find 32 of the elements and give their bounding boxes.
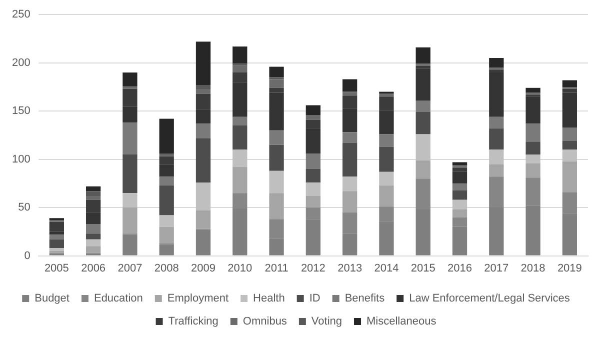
legend-label: ID (309, 292, 320, 305)
legend-label: Benefits (344, 292, 386, 305)
x-tick-label: 2012 (300, 262, 326, 274)
y-tick-label: 50 (18, 202, 30, 214)
x-tick-label: 2006 (81, 262, 106, 274)
x-tick-label: 2009 (191, 262, 216, 274)
x-tick-label: 2016 (448, 262, 472, 274)
x-tick-label: 2008 (154, 262, 179, 274)
legend-label: Trafficking (168, 316, 218, 328)
legend-label: Omnibus (242, 316, 288, 328)
x-tick-label: 2014 (374, 262, 399, 274)
y-tick-label: 100 (12, 153, 30, 166)
y-tick-label: 200 (12, 56, 30, 69)
y-tick-label: 250 (12, 8, 30, 21)
x-tick-label: 2010 (228, 262, 252, 274)
y-tick-label: 150 (12, 105, 30, 118)
legend-label: Health (253, 292, 285, 305)
legend-label: Budget (34, 292, 70, 305)
x-tick-label: 2011 (264, 262, 288, 274)
x-tick-label: 2007 (118, 262, 142, 274)
legend-label: Miscellaneous (366, 316, 437, 328)
x-tick-label: 2018 (520, 262, 546, 274)
x-tick-label: 2019 (557, 262, 582, 274)
x-tick-label: 2017 (484, 262, 509, 274)
x-tick-label: 2005 (44, 262, 69, 274)
x-tick-label: 2013 (338, 262, 362, 274)
legend-label: Education (94, 292, 143, 305)
legend-label: Law Enforcement/Legal Services (409, 292, 570, 305)
legend-label: Voting (311, 316, 342, 328)
x-tick-label: 2015 (410, 262, 436, 274)
legend-label: Employment (167, 292, 229, 305)
y-tick-label: 0 (24, 250, 30, 262)
